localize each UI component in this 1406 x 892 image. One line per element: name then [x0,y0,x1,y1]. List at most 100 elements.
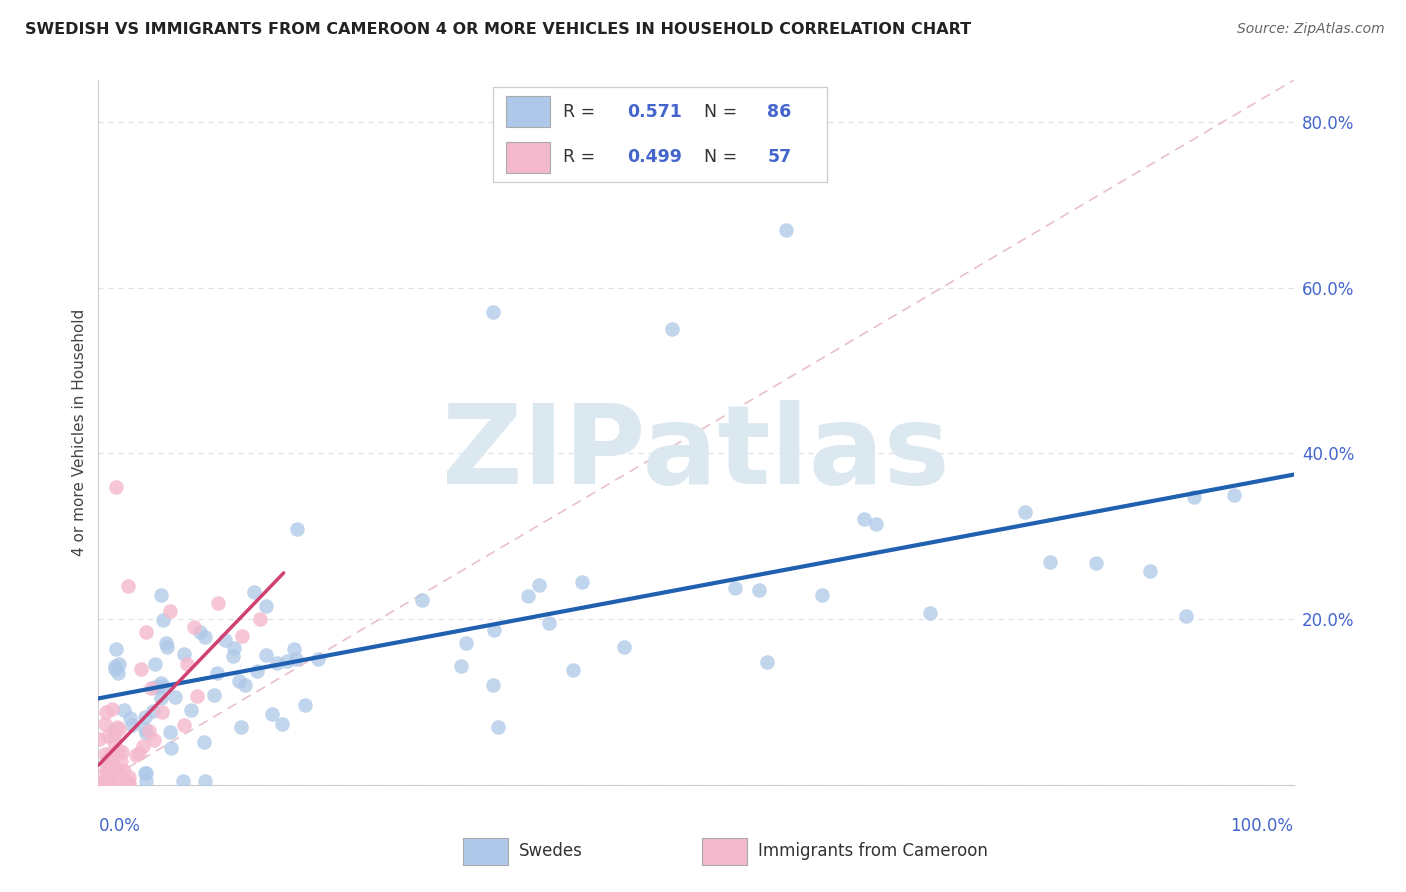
Point [150,588,173,602]
Point [94,705,117,719]
Point [159,741,181,756]
Point [104,642,127,657]
Point [271,717,294,731]
Point [285,522,308,536]
Point [117,776,139,790]
Point [207,596,229,610]
Point [146,680,169,694]
Point [173,647,195,661]
Point [94,717,117,731]
Point [516,589,538,603]
Point [194,773,217,788]
Point [159,604,181,618]
Point [91,776,114,790]
Point [486,720,509,734]
Point [142,704,165,718]
Point [121,718,143,732]
Point [481,305,505,319]
Point [108,763,131,777]
Text: SWEDISH VS IMMIGRANTS FROM CAMEROON 4 OR MORE VEHICLES IN HOUSEHOLD CORRELATION : SWEDISH VS IMMIGRANTS FROM CAMEROON 4 OR… [25,22,972,37]
Bar [463,838,509,864]
Point [243,585,266,599]
Text: Source: ZipAtlas.com: Source: ZipAtlas.com [1237,22,1385,37]
Point [118,770,141,784]
Point [139,681,162,695]
Point [249,612,271,626]
Point [104,659,127,673]
Point [1039,555,1062,569]
Point [284,652,307,666]
Point [125,748,148,763]
Point [276,654,298,668]
Point [150,691,173,706]
Point [117,579,139,593]
Point [103,735,125,749]
Point [482,678,505,692]
Point [134,722,156,736]
Point [307,652,329,666]
Point [172,773,194,788]
Point [110,754,132,768]
Point [107,657,129,671]
Point [571,575,593,590]
Point [661,322,683,336]
Point [1223,488,1246,502]
Point [229,720,252,734]
Point [103,750,125,764]
Point [100,746,122,760]
Point [755,655,778,669]
Point [134,710,156,724]
Point [143,733,166,747]
Point [97,776,120,790]
Point [194,630,217,644]
Point [920,606,942,620]
Point [193,734,215,748]
Point [118,711,141,725]
Point [150,675,173,690]
Point [163,690,186,705]
Point [775,222,797,236]
Point [152,679,174,693]
Point [254,599,277,613]
Point [108,776,131,790]
Point [103,728,125,742]
Point [411,593,433,607]
Point [115,776,138,790]
Point [100,776,122,790]
Point [283,641,305,656]
Point [107,665,129,680]
Point [173,717,195,731]
Point [214,632,236,647]
Point [107,722,129,736]
Point [132,739,155,754]
Point [138,724,160,739]
Point [155,636,177,650]
Point [129,661,152,675]
Point [128,746,150,760]
Point [724,581,747,595]
Point [104,662,127,676]
Point [107,743,129,757]
Y-axis label: 4 or more Vehicles in Household: 4 or more Vehicles in Household [72,309,87,557]
Point [105,720,128,734]
Point [111,745,134,759]
Point [1174,608,1197,623]
Bar [702,838,748,864]
Point [97,776,120,790]
Point [482,624,505,638]
Point [811,588,834,602]
Point [180,703,202,717]
Point [231,629,253,643]
Point [183,620,205,634]
Point [103,762,125,776]
Point [176,657,198,671]
Point [134,766,156,780]
Point [294,698,316,712]
Point [222,640,245,655]
Point [260,706,283,721]
Point [96,753,118,767]
Point [90,767,112,781]
Point [87,732,110,747]
Point [100,776,122,790]
Point [188,625,211,640]
